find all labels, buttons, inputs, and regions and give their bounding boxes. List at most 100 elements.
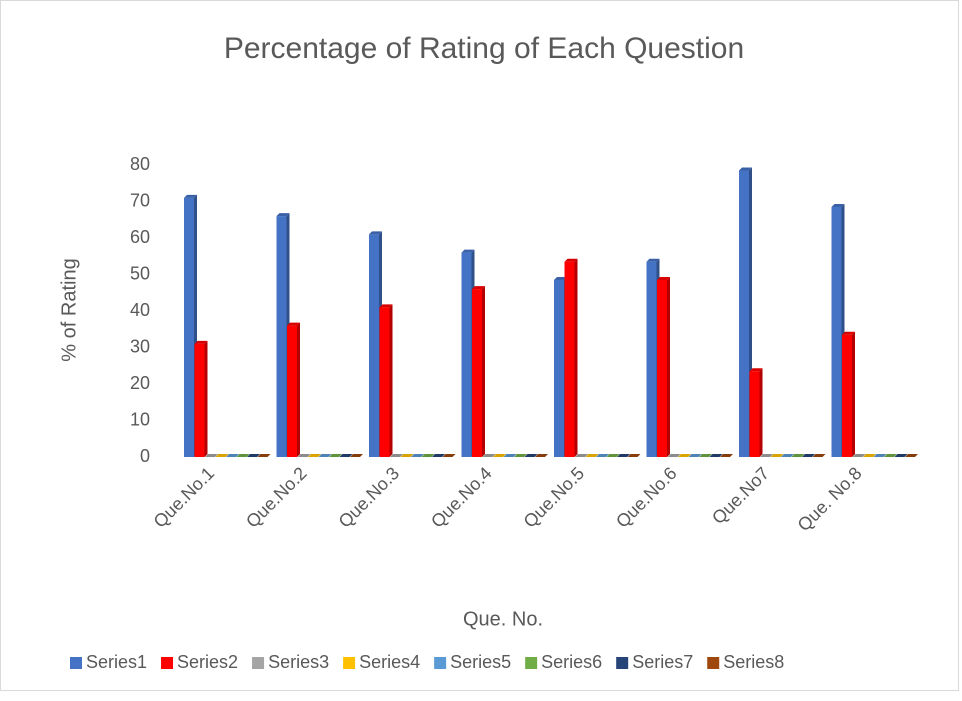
bar — [831, 206, 842, 457]
bar-top — [524, 454, 538, 457]
bar-top — [236, 454, 250, 457]
legend-swatch — [707, 657, 720, 669]
bar-top — [329, 454, 342, 457]
bar — [554, 279, 564, 457]
bar-top — [667, 454, 681, 457]
bar-side — [389, 304, 393, 457]
bar-side — [574, 258, 578, 457]
bar-top — [257, 454, 271, 457]
bar-top — [432, 454, 445, 457]
bar-top — [350, 454, 363, 457]
bar-top — [390, 454, 403, 457]
bar — [646, 261, 657, 457]
legend-swatch — [161, 657, 174, 669]
bar-top — [575, 454, 588, 457]
y-tick-label: 30 — [130, 336, 150, 356]
bar — [657, 279, 667, 457]
bar-top — [276, 213, 290, 217]
legend-label: Series7 — [632, 652, 693, 672]
bar-top — [627, 454, 641, 457]
bar-side — [759, 368, 763, 457]
bar-top — [688, 454, 702, 457]
bar-top — [472, 286, 485, 290]
bar-top — [503, 454, 517, 457]
bar — [749, 371, 760, 457]
y-tick-label: 0 — [140, 446, 150, 466]
bar-top — [863, 454, 876, 457]
y-axis-label: % of Rating — [58, 258, 80, 361]
legend-label: Series6 — [541, 652, 602, 672]
bar-top — [339, 454, 353, 457]
bar — [194, 343, 205, 457]
bar-top — [194, 340, 208, 344]
bar-top — [308, 454, 321, 457]
bar-top — [646, 258, 660, 262]
bar-top — [657, 276, 670, 280]
bar-top — [812, 454, 826, 457]
bar-top — [411, 454, 424, 457]
y-tick-label: 40 — [130, 300, 150, 320]
bar-top — [791, 454, 805, 457]
legend-label: Series8 — [723, 652, 784, 672]
bar-top — [831, 203, 845, 207]
bar-top — [781, 454, 794, 457]
bar-top — [760, 454, 773, 457]
bar — [564, 261, 575, 457]
bar-top — [205, 454, 218, 457]
y-tick-label: 20 — [130, 373, 150, 393]
bar-top — [770, 454, 784, 457]
x-axis-label: Que. No. — [463, 608, 543, 630]
bar-top — [184, 194, 197, 198]
bar-top — [493, 454, 506, 457]
y-tick-label: 50 — [130, 263, 150, 283]
bar-top — [905, 454, 918, 457]
bar-top — [226, 454, 239, 457]
bar-top — [318, 454, 332, 457]
legend-swatch — [252, 657, 265, 669]
y-tick-label: 70 — [130, 190, 150, 210]
bar-top — [596, 454, 609, 457]
bar — [739, 170, 749, 457]
bar-top — [617, 454, 630, 457]
bar-top — [606, 454, 620, 457]
bar — [287, 325, 297, 457]
bar-top — [514, 454, 527, 457]
bar-top — [400, 454, 414, 457]
bar-top — [585, 454, 599, 457]
bar-side — [667, 276, 670, 457]
bar — [472, 289, 482, 457]
bar-top — [884, 454, 897, 457]
bar-side — [297, 322, 300, 457]
bar — [184, 197, 194, 457]
legend-label: Series4 — [359, 652, 420, 672]
legend-swatch — [343, 657, 356, 669]
bar-top — [842, 331, 855, 335]
bar-top — [852, 454, 866, 457]
legend-label: Series3 — [268, 652, 329, 672]
bar-top — [720, 454, 733, 457]
bar-top — [554, 276, 567, 280]
bar — [842, 334, 852, 457]
bar-top — [749, 368, 763, 372]
bar-top — [442, 454, 456, 457]
bar-top — [287, 322, 300, 326]
bar-top — [678, 454, 691, 457]
bar-top — [535, 454, 548, 457]
bar-top — [709, 454, 723, 457]
bar-side — [852, 331, 855, 457]
bar-top — [297, 454, 311, 457]
bar-top — [421, 454, 435, 457]
legend-label: Series5 — [450, 652, 511, 672]
bar-top — [739, 167, 752, 171]
bar-top — [461, 249, 475, 253]
bar — [379, 307, 390, 457]
bar-side — [482, 286, 485, 457]
bar-top — [379, 304, 393, 308]
bar-side — [204, 340, 208, 457]
bar-top — [215, 454, 229, 457]
bar-top — [802, 454, 815, 457]
y-tick-label: 80 — [130, 154, 150, 174]
bar-top — [873, 454, 887, 457]
legend-swatch — [616, 657, 629, 669]
